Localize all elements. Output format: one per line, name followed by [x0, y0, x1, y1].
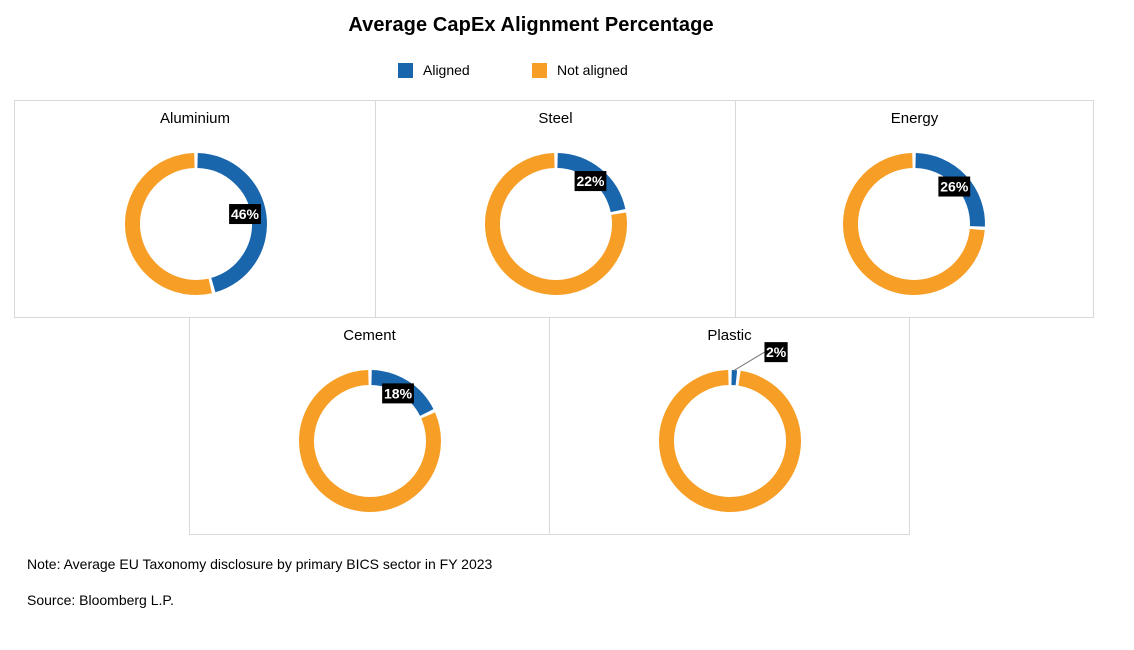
data-label-box — [382, 383, 414, 404]
legend-swatch-not-aligned — [532, 62, 547, 78]
donut-slice-not-aligned — [659, 370, 801, 512]
panel-energy: Energy 26% — [735, 100, 1094, 318]
panel-steel: Steel 22% — [375, 100, 736, 318]
data-label: 46% — [231, 206, 260, 222]
panel-title: Energy — [890, 110, 939, 127]
label-leader-line — [734, 351, 765, 371]
data-label: 22% — [576, 173, 605, 189]
panel-plastic: Plastic 2% — [549, 317, 910, 535]
legend-label-aligned: Aligned — [423, 62, 470, 78]
panel-title: Plastic — [707, 327, 752, 344]
data-label-box — [229, 204, 261, 225]
donut-chart: 22% — [485, 153, 627, 295]
donut-slice-not-aligned — [125, 153, 212, 295]
note-text: Note: Average EU Taxonomy disclosure by … — [27, 556, 493, 572]
panel-title: Steel — [538, 110, 573, 127]
chart-title: Average CapEx Alignment Percentage — [348, 14, 714, 36]
data-label: 2% — [766, 344, 787, 360]
legend: Aligned Not aligned — [0, 62, 1134, 82]
donut-chart: 46% — [125, 153, 267, 295]
data-label-box — [938, 176, 971, 197]
panel-title: Aluminium — [159, 110, 231, 127]
data-label-box — [574, 171, 607, 192]
data-label-box — [764, 342, 788, 363]
donut-slice-not-aligned — [299, 370, 441, 512]
panel-aluminium: Aluminium 46% — [14, 100, 376, 318]
data-label: 18% — [384, 385, 413, 401]
legend-item-not-aligned: Not aligned — [532, 62, 628, 78]
donut-slice-not-aligned — [843, 153, 985, 295]
donut-chart: 26% — [843, 153, 985, 295]
legend-item-aligned: Aligned — [398, 62, 470, 78]
panel-title: Cement — [343, 327, 396, 344]
data-label: 26% — [940, 179, 969, 195]
legend-swatch-aligned — [398, 62, 413, 78]
donut-chart: 2% — [659, 342, 801, 512]
source-text: Source: Bloomberg L.P. — [27, 592, 174, 608]
legend-label-not-aligned: Not aligned — [557, 62, 628, 78]
donut-slice-not-aligned — [485, 153, 627, 295]
panel-cement: Cement 18% — [189, 317, 550, 535]
donut-chart: 18% — [299, 370, 441, 512]
